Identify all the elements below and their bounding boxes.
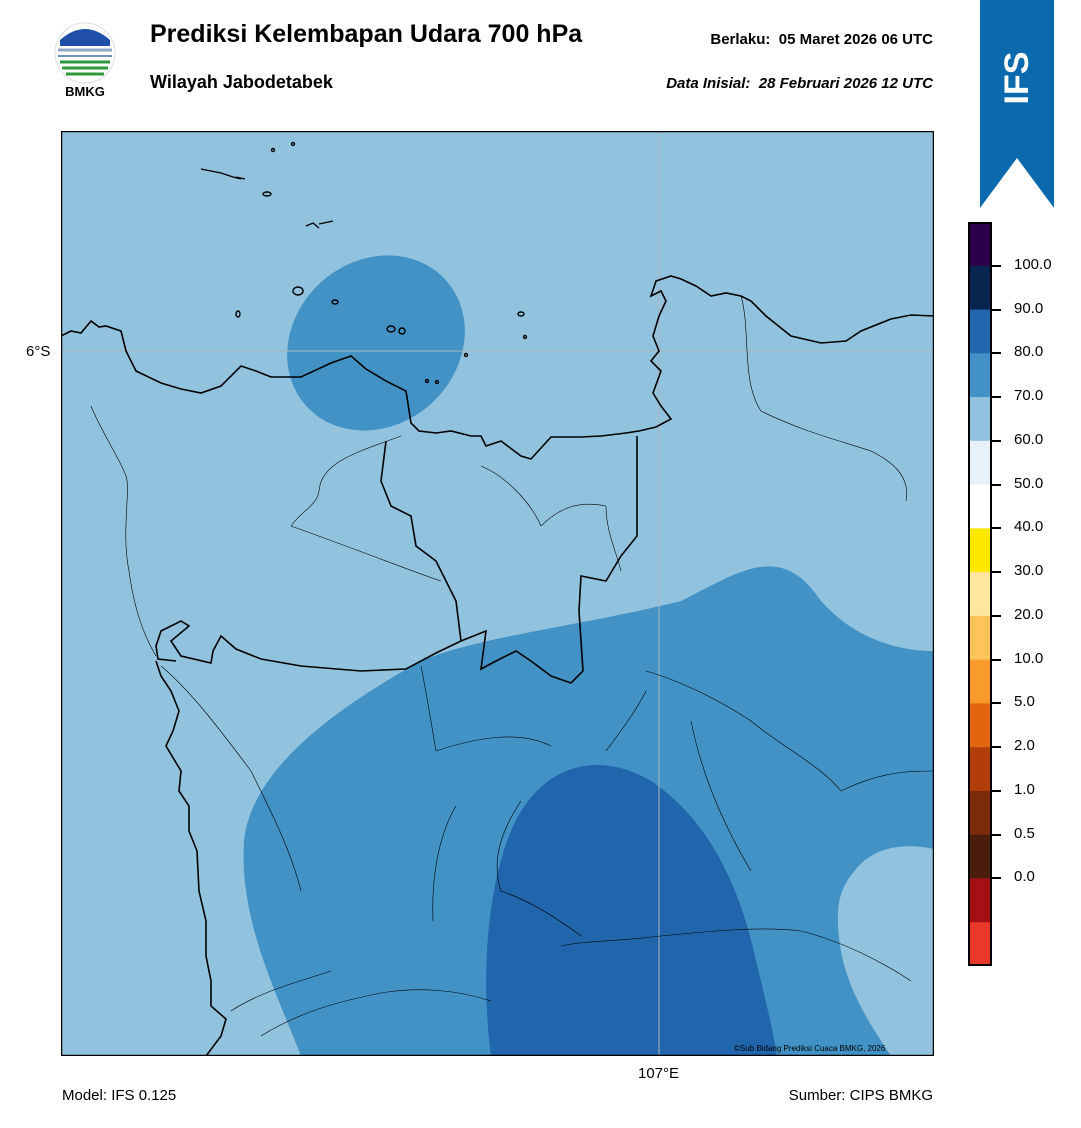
model-badge-text: IFS xyxy=(998,52,1036,105)
humidity-70-80-north xyxy=(287,255,465,431)
colorbar-tick-label: 1.0 xyxy=(1014,780,1035,798)
humidity-80-90-core xyxy=(486,765,777,1056)
colorbar-tick xyxy=(992,746,1001,749)
colorbar-tick xyxy=(992,439,1001,442)
colorbar-tick xyxy=(992,483,1001,486)
colorbar-segment xyxy=(968,528,992,573)
colorbar-tick xyxy=(992,614,1001,617)
humidity-60-70-se xyxy=(837,848,934,1056)
colorbar-tick xyxy=(992,702,1001,705)
logo-text: BMKG xyxy=(65,84,105,99)
jakarta-boundary xyxy=(380,440,462,642)
colorbar-segment xyxy=(968,222,992,267)
district-boundaries xyxy=(90,295,934,1037)
colorbar-tick xyxy=(992,396,1001,399)
page-title: Prediksi Kelembapan Udara 700 hPa xyxy=(150,20,583,48)
colorbar-segment xyxy=(968,747,992,792)
colorbar-segment xyxy=(968,265,992,311)
thousand-islands xyxy=(200,141,528,385)
colorbar xyxy=(968,222,992,966)
province-boundary xyxy=(155,436,638,684)
valid-label: Berlaku: xyxy=(710,31,771,48)
colorbar-tick-label: 30.0 xyxy=(1014,562,1044,580)
colorbar-segment xyxy=(968,397,992,442)
colorbar-segment xyxy=(968,615,992,661)
init-time: Data Inisial: 28 Februari 2026 12 UTC xyxy=(666,75,933,92)
colorbar-tick-label: 20.0 xyxy=(1014,605,1044,623)
colorbar-tick-label: 100.0 xyxy=(1014,255,1052,273)
longitude-label: 107°E xyxy=(638,1065,680,1082)
colorbar-segment xyxy=(968,484,992,529)
model-ribbon xyxy=(980,0,1054,208)
latitude-label: 6°S xyxy=(26,343,51,360)
colorbar-tick-label: 0.0 xyxy=(1014,868,1035,886)
bmkg-logo-icon xyxy=(54,22,116,84)
colorbar-segment xyxy=(968,572,992,617)
colorbar-tick xyxy=(992,352,1001,355)
colorbar-segment xyxy=(968,703,992,748)
colorbar-segment xyxy=(968,922,992,966)
colorbar-tick xyxy=(992,833,1001,836)
colorbar-tick-label: 70.0 xyxy=(1014,387,1044,405)
colorbar-tick-label: 90.0 xyxy=(1014,299,1044,317)
copyright-text: ©Sub Bidang Prediksi Cuaca BMKG, 2026 xyxy=(734,1044,886,1053)
colorbar-tick-label: 10.0 xyxy=(1014,649,1044,667)
colorbar-tick-label: 5.0 xyxy=(1014,693,1035,711)
colorbar-tick xyxy=(992,527,1001,530)
colorbar-tick-label: 0.5 xyxy=(1014,824,1035,842)
coastline xyxy=(61,275,934,460)
colorbar-frame xyxy=(968,222,992,966)
valid-time: Berlaku: 05 Maret 2026 06 UTC xyxy=(710,31,933,48)
init-value: 28 Februari 2026 12 UTC xyxy=(758,75,933,92)
colorbar-tick xyxy=(992,308,1001,311)
colorbar-tick xyxy=(992,877,1001,880)
colorbar-tick xyxy=(992,571,1001,574)
colorbar-tick-label: 40.0 xyxy=(1014,518,1044,536)
colorbar-tick-label: 2.0 xyxy=(1014,737,1035,755)
colorbar-segment xyxy=(968,353,992,398)
colorbar-segment xyxy=(968,659,992,704)
colorbar-segment xyxy=(968,440,992,486)
western-boundary xyxy=(155,660,227,1056)
humidity-map xyxy=(61,131,934,1056)
colorbar-tick-label: 50.0 xyxy=(1014,474,1044,492)
init-label: Data Inisial: xyxy=(666,75,751,92)
model-info: Model: IFS 0.125 xyxy=(62,1087,177,1104)
colorbar-segment xyxy=(968,878,992,923)
colorbar-segment xyxy=(968,790,992,836)
colorbar-tick-label: 60.0 xyxy=(1014,430,1044,448)
region-subtitle: Wilayah Jabodetabek xyxy=(150,72,333,92)
valid-value: 05 Maret 2026 06 UTC xyxy=(778,31,933,48)
model-badge: IFS xyxy=(998,52,1036,105)
colorbar-segment xyxy=(968,309,992,354)
colorbar-tick xyxy=(992,789,1001,792)
colorbar-tick xyxy=(992,264,1001,267)
colorbar-tick-label: 80.0 xyxy=(1014,343,1044,361)
source-info: Sumber: CIPS BMKG xyxy=(788,1087,933,1104)
colorbar-segment xyxy=(968,834,992,879)
colorbar-tick xyxy=(992,658,1001,661)
